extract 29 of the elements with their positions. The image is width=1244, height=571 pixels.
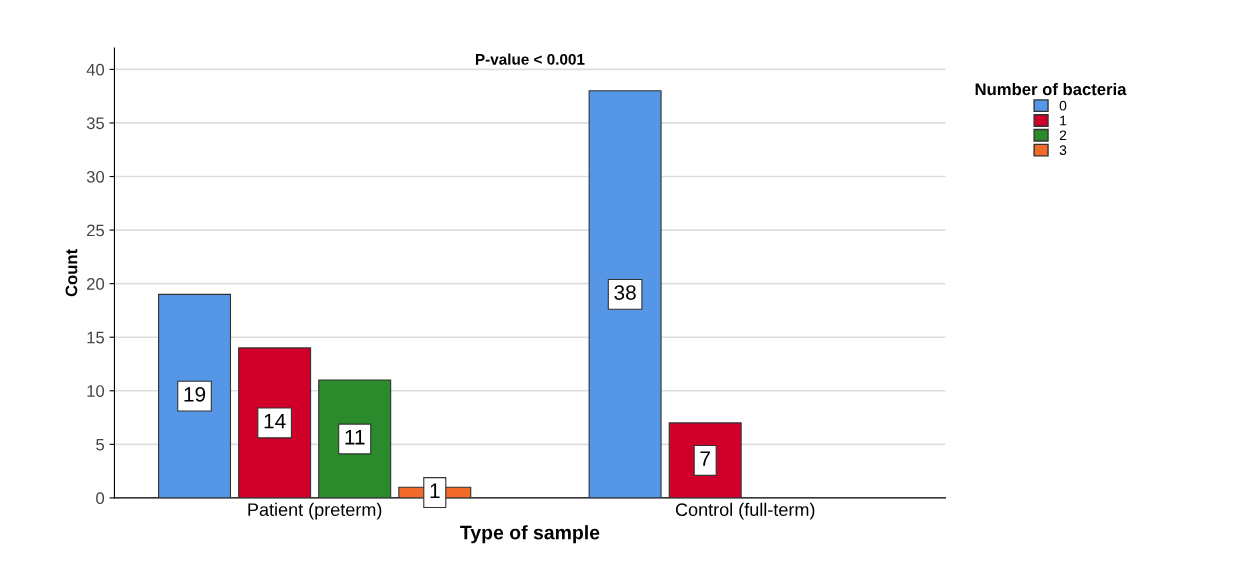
y-tick-label: 35 [86, 117, 105, 130]
y-tick-label: 0 [96, 492, 105, 505]
y-tick-label: 15 [87, 331, 105, 344]
y-tick-label: 30 [86, 170, 105, 183]
bar [588, 90, 662, 498]
y-tick-label: 5 [96, 438, 105, 451]
data-label: 7 [700, 451, 710, 466]
bar [158, 293, 232, 498]
bar [238, 347, 312, 498]
bar [318, 379, 392, 498]
y-tick-label: 20 [87, 278, 105, 290]
y-tick-label: 40 [86, 63, 105, 76]
data-label: 19 [184, 386, 206, 402]
legend-label: 0 [1059, 100, 1067, 111]
data-label: 14 [264, 413, 286, 429]
data-label: 38 [614, 285, 636, 300]
y-tick-label: 10 [87, 385, 105, 397]
legend-label: 1 [1060, 115, 1067, 126]
y-axis-title: Count [65, 249, 78, 297]
data-label: 1 [430, 483, 440, 498]
legend-label: 2 [1059, 130, 1067, 141]
legend-title: Number of bacteria [975, 82, 1127, 96]
x-tick-label: Patient (preterm) [248, 502, 382, 520]
legend-label: 3 [1059, 145, 1067, 156]
x-axis-title: Type of sample [460, 525, 600, 544]
y-tick-label: 25 [87, 224, 105, 237]
x-tick-label: Control (full-term) [675, 502, 815, 520]
data-label: 11 [345, 430, 365, 445]
chart-title: P-value < 0.001 [475, 53, 585, 65]
